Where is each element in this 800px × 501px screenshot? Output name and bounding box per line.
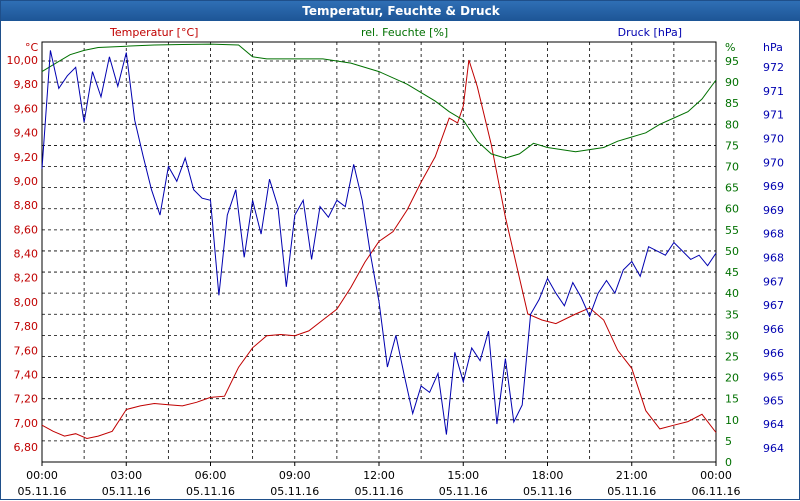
x-tick-date: 05.11.16 [186,485,235,498]
humidity-tick-label: 75 [725,139,739,152]
pressure-tick-label: 969 [763,180,784,193]
humidity-tick-label: 65 [725,182,739,195]
x-tick-date: 05.11.16 [523,485,572,498]
pressure-tick-label: 966 [763,323,784,336]
legend-temperature: Temperatur [°C] [109,26,198,39]
x-tick-date: 05.11.16 [18,485,67,498]
humidity-unit-label: % [725,41,735,54]
series-line-temperature [41,59,717,440]
pressure-unit-label: hPa [763,41,783,54]
temperature-tick-label: 7,80 [14,320,39,333]
humidity-tick-label: 90 [725,76,739,89]
x-tick-date: 05.11.16 [439,485,488,498]
pressure-tick-label: 965 [763,371,784,384]
humidity-tick-label: 5 [725,435,732,448]
x-tick-date: 05.11.16 [102,485,151,498]
temperature-tick-label: 8,80 [14,199,39,212]
pressure-tick-label: 964 [763,442,784,455]
humidity-tick-label: 35 [725,308,739,321]
x-tick-date: 06.11.16 [692,485,741,498]
temperature-tick-label: 8,00 [14,296,39,309]
temperature-tick-label: 8,60 [14,223,39,236]
humidity-tick-label: 25 [725,350,739,363]
x-tick-time: 00:00 [700,469,732,482]
legend-pressure: Druck [hPa] [618,26,682,39]
series-line-pressure [41,50,717,435]
pressure-tick-label: 969 [763,204,784,217]
temperature-tick-label: 8,20 [14,272,39,285]
x-tick-time: 09:00 [279,469,311,482]
series-line-humidity [41,43,717,159]
pressure-tick-label: 964 [763,418,784,431]
humidity-tick-label: 0 [725,456,732,469]
temperature-tick-label: 10,00 [7,54,39,67]
x-tick-date: 05.11.16 [355,485,404,498]
pressure-tick-label: 972 [763,61,784,74]
pressure-tick-label: 968 [763,252,784,265]
temperature-tick-label: 8,40 [14,248,39,261]
humidity-tick-label: 80 [725,118,739,131]
humidity-tick-label: 10 [725,414,739,427]
pressure-tick-label: 965 [763,394,784,407]
temperature-tick-label: 7,60 [14,344,39,357]
x-tick-date: 05.11.16 [270,485,319,498]
humidity-tick-label: 50 [725,245,739,258]
x-tick-time: 12:00 [363,469,395,482]
legend-humidity: rel. Feuchte [%] [361,26,448,39]
temperature-tick-label: 7,40 [14,368,39,381]
temperature-tick-label: 9,60 [14,102,39,115]
pressure-tick-label: 966 [763,347,784,360]
temperature-tick-label: 9,20 [14,151,39,164]
humidity-tick-label: 20 [725,372,739,385]
humidity-tick-label: 30 [725,329,739,342]
x-tick-time: 15:00 [447,469,479,482]
pressure-tick-label: 970 [763,156,784,169]
humidity-tick-label: 60 [725,203,739,216]
chart-title: Temperatur, Feuchte & Druck [1,1,800,21]
temperature-tick-label: 6,80 [14,441,39,454]
pressure-tick-label: 970 [763,132,784,145]
temperature-unit-label: °C [25,41,39,54]
pressure-tick-label: 967 [763,275,784,288]
temperature-tick-label: 7,20 [14,393,39,406]
humidity-tick-label: 40 [725,287,739,300]
humidity-tick-label: 70 [725,161,739,174]
pressure-tick-label: 967 [763,299,784,312]
x-tick-time: 18:00 [532,469,564,482]
x-tick-time: 00:00 [26,469,58,482]
pressure-tick-label: 971 [763,85,784,98]
x-tick-time: 03:00 [110,469,142,482]
humidity-tick-label: 85 [725,97,739,110]
x-tick-date: 05.11.16 [607,485,656,498]
pressure-tick-label: 971 [763,109,784,122]
humidity-tick-label: 45 [725,266,739,279]
temperature-tick-label: 9,40 [14,127,39,140]
humidity-tick-label: 95 [725,55,739,68]
humidity-tick-label: 15 [725,393,739,406]
humidity-tick-label: 55 [725,224,739,237]
x-tick-time: 06:00 [195,469,227,482]
temperature-tick-label: 9,80 [14,78,39,91]
temperature-tick-label: 9,00 [14,175,39,188]
temperature-tick-label: 7,00 [14,417,39,430]
pressure-tick-label: 968 [763,228,784,241]
x-tick-time: 21:00 [616,469,648,482]
